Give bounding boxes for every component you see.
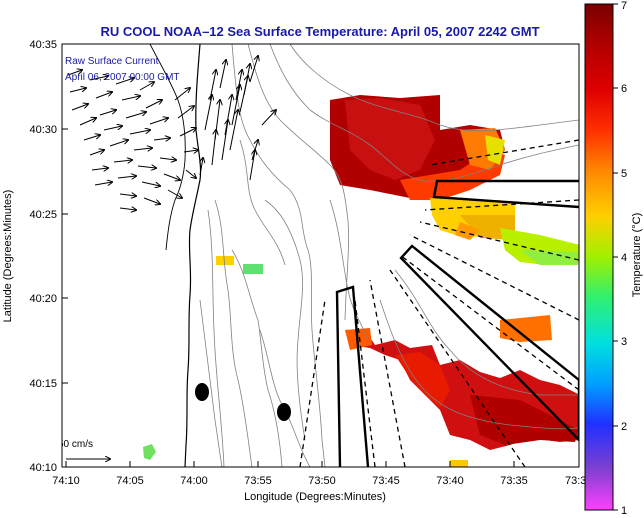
x-tick-label: 73:45 (372, 475, 400, 487)
x-tick-label: 73:35 (500, 475, 528, 487)
x-tick-labels: 74:10 74:05 74:00 73:55 73:50 73:45 73:4… (52, 475, 586, 487)
colorbar-tick: 3 (621, 336, 627, 348)
marker-dot-west (195, 383, 209, 401)
colorbar-tick: 5 (621, 168, 627, 180)
colorbar-tick: 1 (621, 505, 627, 517)
sst-patch-yellow (216, 256, 234, 265)
surface-current-vectors (67, 56, 276, 210)
legend-line-1: Raw Surface Current (65, 56, 159, 67)
y-tick-label: 40:35 (29, 39, 57, 51)
y-tick-labels: 40:35 40:30 40:25 40:20 40:15 40:10 (29, 39, 57, 474)
x-tick-label: 74:00 (180, 475, 208, 487)
y-axis-label: Latitude (Degrees:Minutes) (2, 190, 14, 323)
x-tick-label: 73:55 (244, 475, 272, 487)
sst-patch-green (243, 264, 263, 274)
x-tick-label: 73:3 (565, 475, 586, 487)
map-title: RU COOL NOAA–12 Sea Surface Temperature:… (100, 24, 539, 39)
colorbar: 7 6 5 4 3 2 1 Temperature (°C) (584, 0, 643, 517)
x-axis-label: Longitude (Degrees:Minutes) (244, 491, 386, 503)
tick-marks (62, 43, 515, 468)
scale-label: 50 cm/s (58, 439, 93, 450)
x-tick-label: 73:50 (308, 475, 336, 487)
colorbar-label: Temperature (°C) (631, 213, 643, 297)
sst-patch-green-small (143, 444, 156, 460)
y-tick-label: 40:25 (29, 209, 57, 221)
plot-area: 50 cm/s Raw Surface Current April 06, 20… (58, 44, 579, 467)
y-tick-label: 40:30 (29, 124, 57, 136)
plot-frame (61, 43, 580, 468)
colorbar-gradient (584, 3, 614, 511)
colorbar-tick: 7 (621, 0, 627, 12)
legend-line-2: April 06, 2007 00:00 GMT (65, 72, 180, 83)
colorbar-tick: 4 (621, 252, 627, 264)
y-tick-label: 40:20 (29, 293, 57, 305)
x-tick-label: 73:40 (436, 475, 464, 487)
y-tick-label: 40:15 (29, 378, 57, 390)
colorbar-tick: 2 (621, 421, 627, 433)
x-tick-label: 74:05 (116, 475, 144, 487)
inlet-shoreline (149, 44, 186, 251)
channel-outlines (335, 179, 579, 467)
y-tick-label: 40:10 (29, 462, 57, 474)
marker-dot-east (277, 403, 291, 421)
shipping-lanes (299, 139, 579, 467)
colorbar-tick: 6 (621, 83, 627, 95)
sst-patch-north (330, 95, 579, 265)
x-tick-label: 74:10 (52, 475, 80, 487)
